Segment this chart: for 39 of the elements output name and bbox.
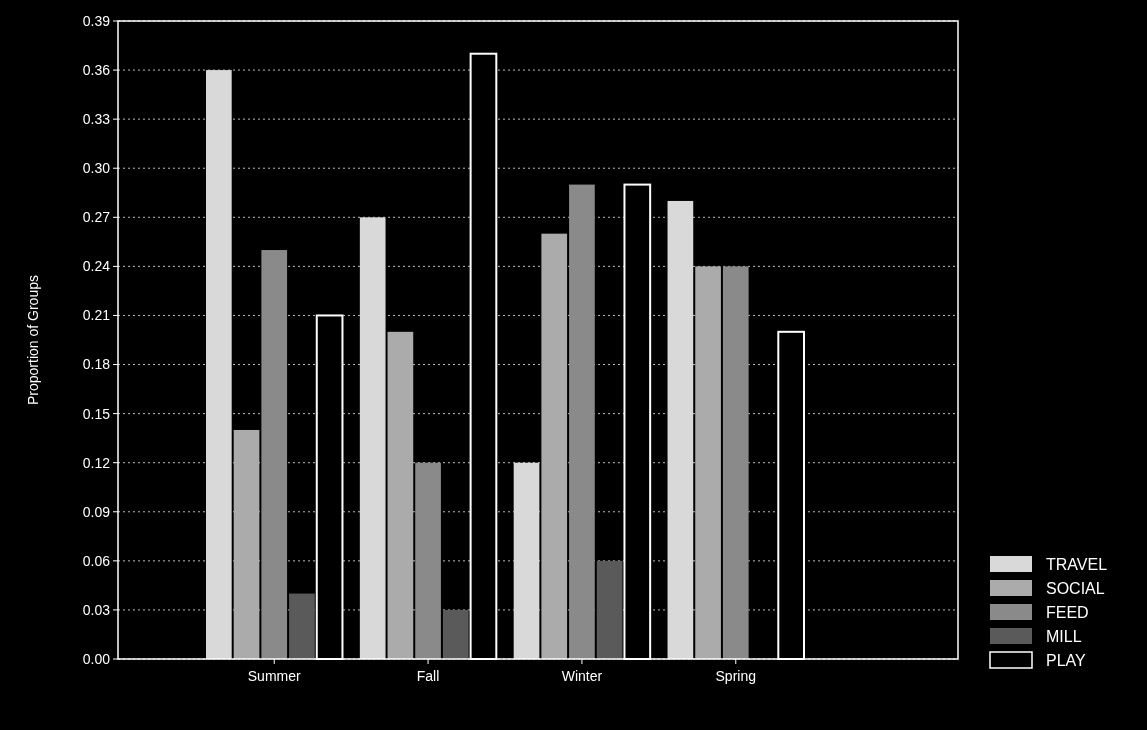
bar xyxy=(667,200,694,659)
bar xyxy=(695,266,721,659)
y-tick-label: 0.12 xyxy=(82,454,111,471)
bar xyxy=(596,560,623,659)
bar xyxy=(415,462,441,659)
y-tick-label: 0.33 xyxy=(82,111,111,128)
y-tick-label: 0.39 xyxy=(82,12,111,29)
bar xyxy=(541,233,568,659)
legend-label: MILL xyxy=(1046,627,1082,645)
bar xyxy=(359,217,386,659)
x-tick-label: Fall xyxy=(416,668,440,684)
y-axis-title: Proportion of Groups xyxy=(25,275,41,405)
y-tick-label: 0.09 xyxy=(82,503,111,520)
y-tick-label: 0.30 xyxy=(82,160,111,177)
y-tick-label: 0.27 xyxy=(82,209,111,226)
bar xyxy=(513,462,540,659)
y-tick-label: 0.36 xyxy=(82,61,111,78)
bar xyxy=(233,429,260,659)
y-tick-label: 0.06 xyxy=(82,552,111,569)
y-tick-label: 0.21 xyxy=(82,307,111,324)
legend-label: FEED xyxy=(1046,603,1089,621)
bar xyxy=(261,250,288,659)
y-tick-label: 0.00 xyxy=(82,650,111,667)
legend-label: SOCIAL xyxy=(1046,579,1105,597)
legend-label: PLAY xyxy=(1046,651,1087,669)
y-tick-label: 0.03 xyxy=(82,601,111,618)
y-tick-label: 0.15 xyxy=(82,405,111,422)
bar xyxy=(387,331,414,659)
bar xyxy=(206,70,232,659)
x-tick-label: Spring xyxy=(715,668,756,684)
bar xyxy=(569,184,595,659)
x-tick-label: Winter xyxy=(561,668,603,684)
legend-label: TRAVEL xyxy=(1046,555,1108,573)
bar xyxy=(289,593,315,659)
y-tick-label: 0.18 xyxy=(82,356,111,373)
y-tick-label: 0.24 xyxy=(82,258,111,275)
x-tick-label: Summer xyxy=(247,668,302,684)
bar xyxy=(722,266,749,659)
bar xyxy=(442,609,469,659)
